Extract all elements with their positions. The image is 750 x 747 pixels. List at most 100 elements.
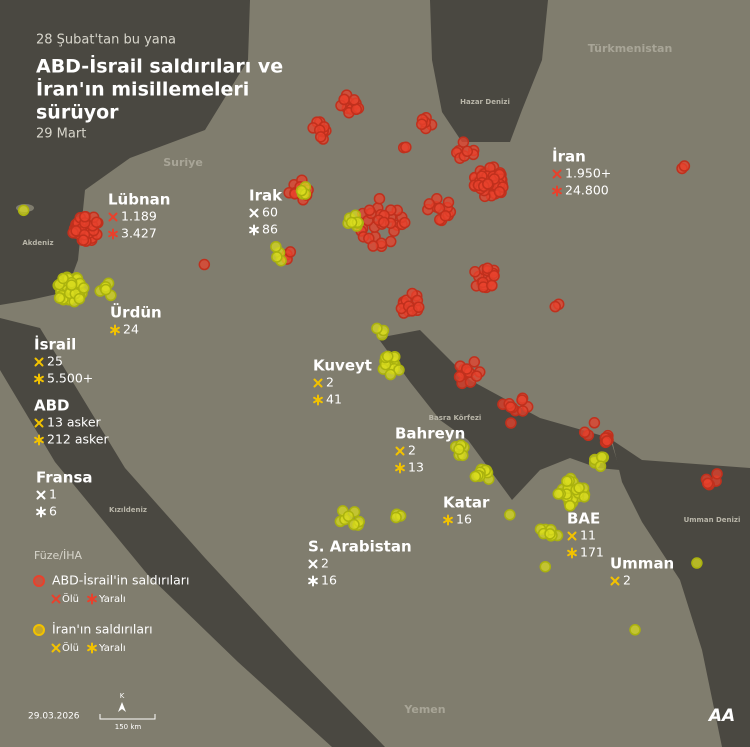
attack-dot <box>65 279 78 291</box>
map-label: Basra Körfezi <box>429 414 482 422</box>
attack-dot <box>363 204 376 217</box>
attack-dot <box>393 364 405 376</box>
stroke <box>313 396 323 404</box>
attack-dot <box>493 186 506 198</box>
injured-count: 24 <box>123 322 139 337</box>
attack-dot <box>691 557 703 569</box>
stroke <box>249 226 259 234</box>
attack-dot <box>711 468 723 480</box>
stroke <box>108 230 118 238</box>
attack-dot <box>573 482 585 494</box>
stroke <box>110 326 120 334</box>
legend-injured: Yaralı <box>98 643 126 654</box>
injured-count: 86 <box>262 222 278 237</box>
attack-dot <box>488 270 500 282</box>
injured-count: 16 <box>321 573 337 588</box>
attack-dot <box>77 282 90 294</box>
attack-dot <box>552 488 565 500</box>
stroke <box>34 375 44 383</box>
killed-icon <box>395 446 405 456</box>
attack-dot <box>378 216 390 229</box>
killed-icon <box>36 490 46 500</box>
attack-dot <box>295 184 308 197</box>
map-label: Kızıldeniz <box>109 506 147 514</box>
map-label: Suriye <box>163 156 203 169</box>
stroke <box>108 212 118 222</box>
injured-count: 13 <box>408 460 424 475</box>
attack-dot <box>469 470 482 483</box>
attack-dot <box>381 350 394 363</box>
legend-label: ABD-İsrail'in saldırıları <box>52 573 189 588</box>
attack-dot <box>284 246 297 258</box>
attack-dot <box>345 216 358 229</box>
attack-dots <box>17 89 723 636</box>
country-name: S. Arabistan <box>308 538 412 556</box>
injured-icon <box>87 642 97 654</box>
injured-count: 171 <box>580 545 604 560</box>
attack-dot <box>53 292 66 304</box>
texts: 28 Şubat'tan bu yana ABD-İsrail saldırıla… <box>22 33 740 732</box>
attack-dot <box>504 401 517 413</box>
country-name: Fransa <box>36 469 93 487</box>
attack-dot <box>433 202 446 215</box>
attack-dot <box>539 560 552 573</box>
map-label: Akdeniz <box>22 239 53 247</box>
attack-dot <box>384 235 397 248</box>
title: İran'ın misillemeleri <box>36 77 249 101</box>
attack-dot <box>348 94 360 106</box>
injured-icon <box>443 514 453 526</box>
injured-icon <box>313 394 323 406</box>
killed-count: 2 <box>321 556 329 571</box>
country-name: İsrail <box>34 335 76 354</box>
killed-count: 11 <box>580 528 596 543</box>
stroke <box>34 418 44 428</box>
country-name: Ürdün <box>110 303 162 322</box>
attack-dot <box>423 198 436 210</box>
attack-dot <box>470 370 483 382</box>
killed-icon <box>249 208 259 218</box>
subtitle: 28 Şubat'tan bu yana <box>36 33 176 48</box>
stroke <box>395 464 405 472</box>
attack-dot <box>482 178 494 190</box>
injured-icon <box>552 185 562 197</box>
stroke <box>249 208 259 218</box>
attack-dot <box>73 293 86 305</box>
stroke <box>443 516 453 524</box>
stroke <box>567 531 577 541</box>
north-arrow <box>118 702 126 712</box>
injured-icon <box>567 547 577 559</box>
attack-dot <box>384 368 397 381</box>
stroke <box>313 378 323 388</box>
killed-icon <box>313 378 323 388</box>
killed-icon <box>108 212 118 222</box>
killed-count: 1.189 <box>121 209 157 224</box>
legend-injured: Yaralı <box>98 594 126 605</box>
attack-dot <box>400 141 412 153</box>
attack-dot <box>486 279 498 292</box>
stroke <box>308 559 318 569</box>
killed-count: 13 asker <box>47 415 102 430</box>
injured-icon <box>34 434 44 446</box>
stroke <box>87 644 97 652</box>
stroke <box>552 169 562 179</box>
killed-count: 60 <box>262 205 278 220</box>
stroke <box>87 595 97 603</box>
attack-dot <box>79 211 91 223</box>
attack-dot <box>398 216 411 229</box>
attack-dot <box>461 363 473 375</box>
stroke <box>36 490 46 500</box>
stroke <box>34 357 44 367</box>
killed-icon <box>51 594 61 604</box>
killed-icon <box>567 531 577 541</box>
killed-icon <box>51 643 61 653</box>
killed-icon <box>34 357 44 367</box>
injured-count: 24.800 <box>565 183 609 198</box>
killed-count: 2 <box>623 573 631 588</box>
date: 29 Mart <box>36 127 86 142</box>
attack-dot <box>461 145 474 158</box>
injured-count: 16 <box>456 512 472 527</box>
attack-dot <box>516 394 528 406</box>
attack-dot <box>17 204 30 217</box>
legend-label: İran'ın saldırıları <box>52 622 153 637</box>
attack-dot <box>439 210 452 222</box>
